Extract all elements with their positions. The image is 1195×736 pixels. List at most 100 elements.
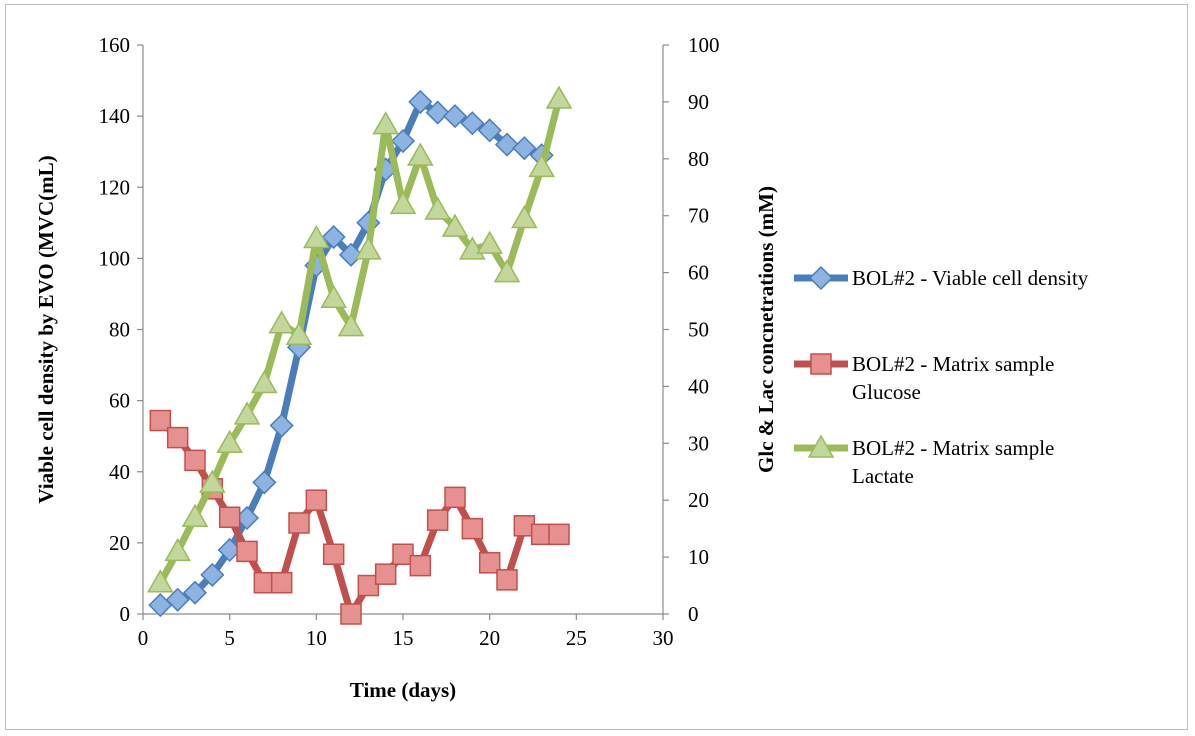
data-point xyxy=(442,104,468,129)
data-point xyxy=(408,89,433,114)
data-point xyxy=(184,449,206,472)
data-point xyxy=(182,580,208,605)
legend-marker xyxy=(810,353,832,375)
data-point xyxy=(252,470,277,495)
left-y-tick-label: 160 xyxy=(99,33,131,57)
data-point xyxy=(424,196,451,220)
left-y-tick-label: 120 xyxy=(99,175,131,199)
data-point xyxy=(357,574,380,597)
left-y-tick-label: 100 xyxy=(99,246,131,270)
data-point xyxy=(461,517,484,540)
data-point xyxy=(496,569,518,591)
data-point xyxy=(493,259,521,283)
data-point xyxy=(337,313,365,337)
data-point xyxy=(270,571,293,594)
right-y-tick-label: 10 xyxy=(688,545,709,569)
right-y-tick-label: 0 xyxy=(688,602,699,626)
axes: 0 5 10 15 20 25 30 0 20 40 60 80 100 120 140 160 0 10 20 30… xyxy=(99,33,720,650)
data-point xyxy=(147,569,174,593)
data-point xyxy=(548,523,570,546)
legend-marker xyxy=(807,434,835,458)
x-tick-label: 15 xyxy=(393,626,414,650)
right-y-axis-title: Glc & Lac concnetrations (mM) xyxy=(754,186,778,473)
data-point xyxy=(340,603,362,625)
x-tick-label: 0 xyxy=(138,626,149,650)
x-tick-label: 20 xyxy=(479,626,500,650)
data-point xyxy=(477,118,502,143)
series-line xyxy=(156,98,546,609)
series-diamond xyxy=(148,89,554,618)
data-point xyxy=(426,509,449,531)
right-y-tick-label: 40 xyxy=(688,374,709,398)
legend-label-line: BOL#2 - Matrix sample xyxy=(852,352,1054,376)
data-point xyxy=(199,469,226,493)
data-point xyxy=(216,429,243,454)
data-point xyxy=(285,321,313,345)
data-point xyxy=(409,554,432,577)
x-tick-label: 5 xyxy=(224,626,235,650)
legend-label-line: Glucose xyxy=(852,380,921,404)
left-y-tick-label: 0 xyxy=(120,602,131,626)
legend-label: BOL#2 - Viable cell density xyxy=(852,266,1089,290)
x-tick-label: 30 xyxy=(653,626,674,650)
data-point xyxy=(494,132,520,157)
data-point xyxy=(355,236,382,260)
data-point xyxy=(444,486,466,509)
data-point xyxy=(181,503,209,528)
data-point xyxy=(441,213,469,237)
right-y-tick-label: 80 xyxy=(688,147,709,171)
data-point xyxy=(374,563,397,585)
data-point xyxy=(322,543,345,566)
data-point xyxy=(149,409,172,432)
right-y-tick-label: 30 xyxy=(688,431,709,455)
data-point xyxy=(200,562,225,587)
data-point xyxy=(288,512,310,534)
data-point xyxy=(407,142,434,166)
data-point xyxy=(268,310,295,334)
right-y-tick-label: 50 xyxy=(688,318,709,342)
legend-item: BOL#2 - Viable cell density xyxy=(794,265,1089,291)
legend-marker xyxy=(808,265,834,291)
data-point xyxy=(251,370,278,394)
data-point xyxy=(166,426,189,449)
data-point xyxy=(236,540,258,563)
data-point xyxy=(338,242,364,267)
right-y-tick-label: 90 xyxy=(688,90,709,114)
x-tick-label: 10 xyxy=(306,626,327,650)
left-y-axis-title: Viable cell density by EVO (MVC(mL) xyxy=(34,155,58,503)
data-point xyxy=(389,190,417,215)
data-point xyxy=(164,537,191,562)
data-point xyxy=(390,128,416,154)
legend-label: BOL#2 - Matrix sample Glucose xyxy=(852,352,1054,404)
data-point xyxy=(460,111,485,136)
data-point xyxy=(218,506,241,529)
data-point xyxy=(233,401,261,425)
data-point xyxy=(511,205,538,229)
left-y-tick-label: 40 xyxy=(109,460,130,484)
data-point xyxy=(392,543,414,566)
left-y-tick-label: 140 xyxy=(99,104,131,128)
data-point xyxy=(305,489,328,511)
x-axis-title: Time (days) xyxy=(350,678,456,702)
data-point xyxy=(476,230,503,254)
left-y-tick-label: 60 xyxy=(109,389,130,413)
legend-item: BOL#2 - Matrix sample Lactate xyxy=(794,434,1054,488)
right-y-tick-label: 60 xyxy=(688,261,709,285)
chart-area: 0 5 10 15 20 25 30 0 20 40 60 80 100 120 140 160 0 10 20 30… xyxy=(5,4,1188,730)
data-point xyxy=(321,224,346,250)
data-point xyxy=(303,224,330,249)
data-point xyxy=(372,111,399,135)
x-tick-label: 25 xyxy=(566,626,587,650)
right-y-tick-label: 70 xyxy=(688,204,709,228)
data-point xyxy=(425,100,450,125)
data-point xyxy=(528,153,555,178)
legend-label: BOL#2 - Matrix sample Lactate xyxy=(852,436,1054,488)
series-layer xyxy=(147,85,573,625)
chart-svg: 0 5 10 15 20 25 30 0 20 40 60 80 100 120 140 160 0 10 20 30… xyxy=(34,33,1089,702)
right-y-tick-label: 20 xyxy=(688,488,709,512)
legend-label-line: Lactate xyxy=(852,464,914,488)
series-square xyxy=(149,409,570,625)
legend-label-line: BOL#2 - Matrix sample xyxy=(852,436,1054,460)
left-y-tick-label: 80 xyxy=(109,318,130,342)
data-point xyxy=(478,552,501,574)
